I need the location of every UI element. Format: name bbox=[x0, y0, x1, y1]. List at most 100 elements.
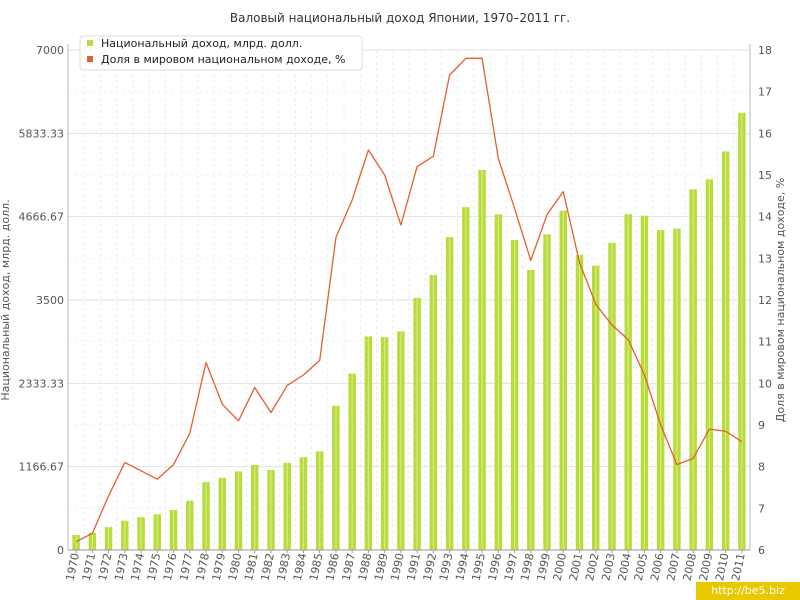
line-series bbox=[75, 57, 743, 543]
bar-highlight bbox=[400, 331, 402, 550]
bar-highlight bbox=[611, 242, 613, 550]
bar-1972 bbox=[104, 527, 113, 550]
share-line bbox=[75, 57, 743, 543]
y2-tick-label: 16 bbox=[758, 127, 772, 140]
bar-highlight bbox=[530, 270, 532, 550]
x-tick-label: 1981 bbox=[242, 552, 261, 582]
x-tick-label: 1979 bbox=[210, 552, 229, 582]
legend: Национальный доход, млрд. долл. Доля в м… bbox=[79, 35, 363, 71]
bar-highlight bbox=[335, 405, 337, 550]
y-tick-label: 3500 bbox=[36, 294, 64, 307]
bar-1995 bbox=[478, 170, 486, 550]
bar-highlight bbox=[286, 462, 288, 550]
x-tick-label: 1976 bbox=[161, 552, 180, 582]
x-tick-label: 1992 bbox=[421, 552, 440, 582]
bar-highlight bbox=[465, 207, 467, 550]
x-tick-label: 2010 bbox=[713, 552, 732, 582]
bar-1989 bbox=[380, 337, 389, 550]
bar-2010 bbox=[721, 151, 730, 550]
bar-highlight bbox=[676, 228, 678, 551]
y-axis-label: Национальный доход, млрд. долл. bbox=[0, 199, 12, 400]
x-tick-label: 1985 bbox=[307, 552, 326, 582]
y2-tick-label: 11 bbox=[758, 336, 772, 349]
bar-highlight bbox=[416, 297, 418, 550]
y2-tick-label: 7 bbox=[758, 502, 765, 515]
bar-1975 bbox=[153, 514, 162, 550]
bar-2007 bbox=[673, 228, 681, 551]
y2-tick-label: 14 bbox=[758, 211, 772, 224]
bar-highlight bbox=[481, 170, 483, 550]
bar-1973 bbox=[121, 520, 129, 550]
bar-series bbox=[72, 112, 746, 551]
bar-highlight bbox=[75, 535, 77, 550]
x-tick-label: 2007 bbox=[664, 552, 683, 582]
bar-2005 bbox=[640, 215, 649, 550]
bar-1977 bbox=[186, 500, 194, 550]
bar-1976 bbox=[169, 510, 178, 550]
bar-1985 bbox=[315, 451, 324, 550]
bar-1979 bbox=[218, 477, 226, 550]
y-tick-label: 1166.67 bbox=[19, 461, 65, 474]
x-tick-label: 1973 bbox=[112, 552, 131, 582]
bar-highlight bbox=[448, 237, 451, 550]
x-tick-label: 1982 bbox=[258, 552, 277, 582]
grid bbox=[67, 49, 751, 551]
bar-2008 bbox=[689, 189, 697, 551]
bar-2000 bbox=[559, 210, 567, 550]
bar-2009 bbox=[705, 179, 714, 551]
y2-tick-label: 6 bbox=[758, 544, 765, 557]
bar-highlight bbox=[708, 179, 711, 551]
bar-1974 bbox=[137, 517, 145, 550]
legend-swatch-income bbox=[87, 40, 93, 46]
bar-1988 bbox=[364, 336, 373, 550]
bar-1994 bbox=[462, 207, 470, 550]
bar-highlight bbox=[351, 373, 353, 550]
left-axis-ticks: 0 1166.67 2333.33 3500 4666.67 5833.33 7000 bbox=[19, 44, 65, 557]
bar-1992 bbox=[429, 275, 438, 550]
y-tick-label: 5833.33 bbox=[19, 127, 65, 140]
bar-1990 bbox=[397, 331, 405, 550]
bar-highlight bbox=[140, 517, 142, 550]
bar-1981 bbox=[251, 465, 259, 550]
x-axis-ticks: 1970197119721973197419751976197719781979… bbox=[64, 550, 748, 582]
bar-highlight bbox=[124, 520, 126, 550]
y2-axis-label: Доля в мировом национальном доходе, % bbox=[774, 178, 787, 422]
x-tick-label: 1980 bbox=[226, 552, 245, 582]
bar-highlight bbox=[91, 532, 93, 550]
watermark: http://be5.biz bbox=[696, 582, 800, 600]
bar-1980 bbox=[234, 471, 243, 550]
bar-1991 bbox=[413, 297, 421, 550]
bar-1986 bbox=[332, 405, 340, 550]
x-tick-label: 1991 bbox=[405, 552, 424, 582]
y-tick-label: 2333.33 bbox=[19, 377, 65, 390]
legend-swatch-share bbox=[87, 56, 93, 62]
bar-highlight bbox=[205, 482, 207, 550]
bar-highlight bbox=[302, 457, 305, 550]
x-tick-label: 1986 bbox=[323, 552, 342, 582]
x-tick-label: 1977 bbox=[177, 552, 196, 582]
axes bbox=[67, 44, 751, 551]
bar-1999 bbox=[543, 234, 551, 551]
x-tick-label: 1989 bbox=[372, 552, 391, 582]
bar-highlight bbox=[107, 527, 110, 550]
bar-1996 bbox=[494, 214, 503, 551]
x-tick-label: 1983 bbox=[275, 552, 294, 582]
bar-highlight bbox=[741, 112, 743, 550]
x-tick-label: 1995 bbox=[469, 552, 488, 582]
bar-highlight bbox=[319, 451, 321, 550]
x-tick-label: 1972 bbox=[96, 552, 115, 582]
legend-label-income: Национальный доход, млрд. долл. bbox=[101, 37, 302, 50]
x-tick-label: 1975 bbox=[145, 552, 164, 582]
x-tick-label: 2006 bbox=[648, 552, 667, 582]
bar-highlight bbox=[254, 465, 256, 550]
y2-tick-label: 12 bbox=[758, 294, 772, 307]
bar-highlight bbox=[189, 500, 191, 550]
bar-1971 bbox=[88, 532, 97, 550]
bar-highlight bbox=[156, 514, 158, 550]
right-axis-ticks: 6 7 8 9 10 11 12 13 14 15 16 17 18 bbox=[758, 44, 772, 557]
bar-1983 bbox=[283, 462, 291, 550]
bar-highlight bbox=[221, 477, 223, 550]
y2-tick-label: 17 bbox=[758, 86, 772, 99]
bar-highlight bbox=[513, 240, 516, 550]
x-tick-label: 1998 bbox=[518, 552, 537, 582]
